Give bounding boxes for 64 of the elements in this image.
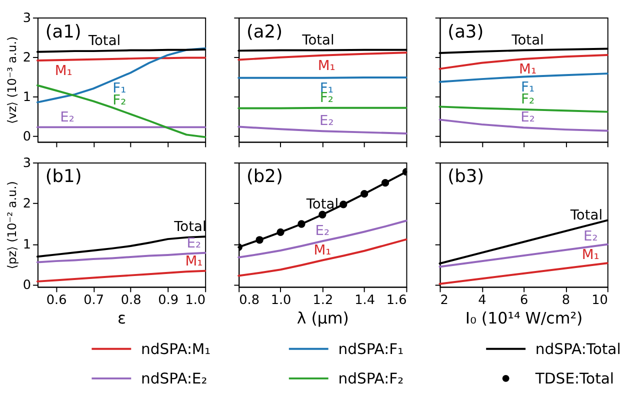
annotation: (a2) <box>246 22 282 42</box>
x-tick-label: 0.6 <box>46 292 67 308</box>
legend-label: ndSPA:E₂ <box>141 370 208 388</box>
annotation: Total <box>87 33 121 50</box>
annotation: Total <box>305 196 339 213</box>
annotation: Total <box>510 32 544 48</box>
annotation: M₁ <box>582 247 600 264</box>
annotation: (b3) <box>448 167 484 188</box>
x-tick-label: 0.7 <box>84 292 104 308</box>
legend-label: ndSPA:F₁ <box>338 340 404 358</box>
y-tick-label: 2 <box>22 196 32 212</box>
x-tick-label: 0.9 <box>158 292 179 308</box>
line-series <box>36 252 206 264</box>
annotation: E₂ <box>520 110 535 126</box>
x-tick-label: 1.6 <box>386 292 407 308</box>
annotation: (a3) <box>448 22 484 42</box>
annotation: M₁ <box>314 242 332 258</box>
annotation: (a1) <box>45 22 82 42</box>
y-tick-label: 0 <box>22 129 32 144</box>
y-tick-label: 3 <box>22 156 32 171</box>
line-series <box>36 84 206 138</box>
y-tick-label: 1 <box>22 237 32 252</box>
annotation: Total <box>569 208 603 224</box>
y-tick-label: 0 <box>22 278 32 294</box>
x-tick-label: 6 <box>520 292 528 308</box>
y-axis-title: ⟨vz⟩ (10⁻³ a.u.) <box>5 36 19 124</box>
legend-label: ndSPA:M₁ <box>141 340 211 358</box>
legend-label: ndSPA:Total <box>535 340 621 358</box>
x-tick-label: 0.8 <box>120 292 142 308</box>
annotation: (b2) <box>246 167 283 188</box>
annotation: E₂ <box>60 109 74 126</box>
x-tick-label: 1.2 <box>312 292 334 308</box>
x-tick-label: 4 <box>478 292 486 308</box>
x-tick-label: 1.0 <box>185 292 206 308</box>
x-axis-title: ε <box>118 308 126 328</box>
annotation: E₂ <box>583 228 598 244</box>
y-tick-label: 1 <box>22 90 32 105</box>
annotation: E₂ <box>315 223 330 240</box>
x-tick-label: 2 <box>440 292 448 308</box>
annotation: F₂ <box>112 92 126 108</box>
annotation: M₁ <box>318 58 336 74</box>
annotation: Total <box>301 32 334 48</box>
x-axis-title: λ (μm) <box>296 308 349 328</box>
annotation: F₂ <box>521 92 534 108</box>
line-series <box>36 47 206 104</box>
annotation: E₂ <box>319 113 334 130</box>
x-tick-label: 1.0 <box>270 292 292 308</box>
y-axis-title: ⟨pz⟩ (10⁻² a.u.) <box>5 181 19 270</box>
annotation: M₁ <box>185 253 203 270</box>
x-tick-label: 10 <box>592 292 608 308</box>
legend-label: TDSE:Total <box>534 370 614 388</box>
x-axis-title: I₀ (10¹⁴ W/cm²) <box>465 308 583 328</box>
annotation: M₁ <box>519 62 536 78</box>
x-tick-label: 8 <box>562 292 570 308</box>
legend-label: ndSPA:F₂ <box>338 370 404 388</box>
annotation: Total <box>173 219 206 236</box>
annotation: (b1) <box>45 167 82 188</box>
annotation: M₁ <box>54 62 72 79</box>
annotation: E₂ <box>186 235 202 252</box>
line-series <box>36 270 206 282</box>
x-tick-label: 0.8 <box>239 292 260 308</box>
y-tick-label: 3 <box>22 10 32 26</box>
y-tick-label: 2 <box>22 50 32 66</box>
x-tick-label: 1.4 <box>354 292 375 308</box>
